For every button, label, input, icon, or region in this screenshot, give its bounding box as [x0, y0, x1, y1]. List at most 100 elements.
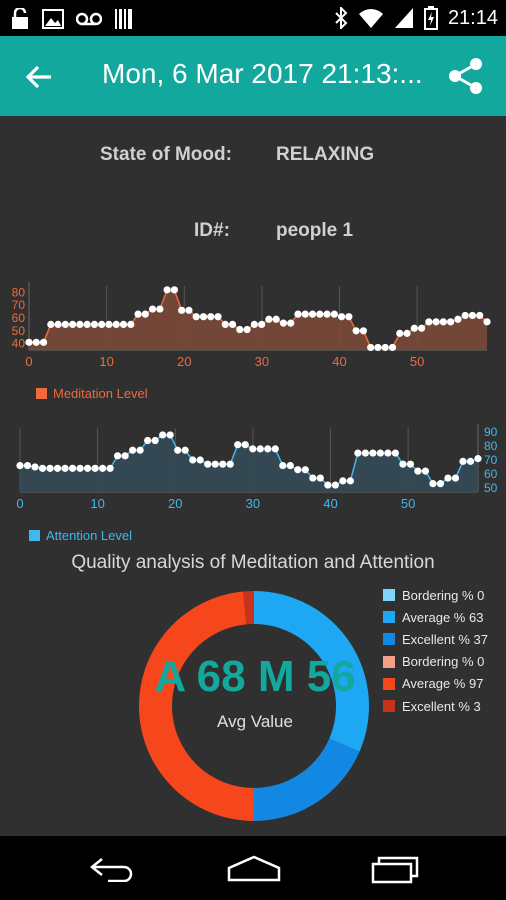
- attention-point: [31, 463, 39, 471]
- wifi-icon: [358, 9, 383, 28]
- meditation-point: [105, 320, 113, 328]
- attention-point: [23, 461, 32, 470]
- attention-point: [309, 474, 317, 482]
- home-nav-icon[interactable]: [226, 854, 282, 882]
- attention-point: [211, 460, 219, 468]
- meditation-point: [294, 310, 302, 318]
- id-label: ID#:: [194, 220, 230, 241]
- recents-nav-icon[interactable]: [370, 854, 420, 884]
- meditation-point: [54, 320, 62, 328]
- attention-point: [166, 431, 174, 439]
- mood-value: RELAXING: [276, 144, 375, 165]
- meditation-y-tick: 40: [12, 337, 26, 351]
- attention-x-tick: 0: [16, 496, 23, 511]
- meditation-point: [178, 306, 186, 314]
- meditation-point: [39, 338, 48, 346]
- donut-slice: [243, 591, 254, 625]
- legend-attention-excellent: Excellent % 37: [383, 628, 488, 650]
- attention-y-tick: 50: [484, 481, 498, 495]
- attention-point: [61, 464, 69, 472]
- attention-x-tick: 40: [323, 496, 337, 511]
- page-title: Mon, 6 Mar 2017 21:13:...: [102, 58, 422, 89]
- back-nav-icon[interactable]: [88, 856, 138, 882]
- attention-point: [204, 460, 212, 468]
- attention-point: [474, 455, 482, 463]
- attention-point: [324, 481, 332, 489]
- meditation-point: [98, 320, 106, 328]
- attention-point: [136, 446, 144, 454]
- navigation-bar: [0, 836, 506, 900]
- meditation-point: [279, 319, 288, 327]
- meditation-point: [25, 338, 33, 346]
- attention-y-tick: 80: [484, 439, 498, 453]
- meditation-point: [214, 313, 222, 321]
- attention-point: [436, 480, 445, 488]
- status-bar: 21:14: [0, 0, 506, 36]
- attention-x-tick: 20: [168, 496, 182, 511]
- meditation-point: [454, 315, 462, 323]
- attention-x-tick: 30: [246, 496, 260, 511]
- meditation-point: [396, 329, 404, 337]
- meditation-point: [388, 343, 397, 352]
- avg-value-label: Avg Value: [217, 712, 293, 731]
- meditation-point: [163, 286, 171, 294]
- meditation-point: [61, 320, 69, 328]
- attention-point: [106, 464, 114, 472]
- attention-point: [271, 445, 279, 453]
- meditation-legend: Meditation Level: [36, 386, 148, 401]
- meditation-line: [29, 289, 488, 349]
- attention-point: [256, 445, 264, 453]
- mood-label: State of Mood:: [100, 144, 232, 165]
- attention-point: [459, 457, 467, 465]
- bluetooth-icon: [335, 7, 348, 29]
- meditation-point: [417, 324, 426, 332]
- meditation-point: [156, 305, 164, 313]
- attention-area: [20, 434, 478, 492]
- attention-point: [181, 446, 189, 454]
- legend-meditation-average: Average % 97: [383, 673, 488, 695]
- meditation-area: [29, 289, 487, 350]
- attention-point: [391, 449, 400, 457]
- meditation-legend-swatch: [36, 388, 47, 399]
- attention-point: [361, 449, 369, 457]
- attention-point: [174, 446, 182, 454]
- legend-meditation-excellent: Excellent % 3: [383, 695, 488, 717]
- meditation-point: [287, 319, 295, 327]
- attention-point: [219, 460, 227, 468]
- attention-point: [376, 449, 384, 457]
- arrow-back-icon[interactable]: [24, 62, 54, 92]
- attention-point: [129, 446, 137, 454]
- meditation-point: [374, 343, 382, 352]
- legend-meditation-bordering: Bordering % 0: [383, 651, 488, 673]
- app-bar: Mon, 6 Mar 2017 21:13:...: [0, 36, 506, 116]
- meditation-point: [425, 318, 433, 326]
- meditation-point: [323, 310, 331, 318]
- voicemail-icon: [76, 12, 102, 26]
- meditation-point: [119, 320, 128, 328]
- meditation-x-tick: 50: [410, 354, 424, 369]
- attention-point: [279, 461, 287, 470]
- meditation-point: [192, 313, 200, 321]
- meditation-point: [112, 320, 120, 328]
- attention-point: [369, 449, 377, 457]
- id-value: people 1: [276, 220, 354, 241]
- meditation-point: [301, 310, 309, 318]
- attention-point: [451, 474, 460, 482]
- share-icon[interactable]: [446, 56, 486, 96]
- donut-slice: [254, 590, 370, 752]
- attention-legend-swatch: [29, 530, 40, 541]
- meditation-x-tick: 10: [99, 354, 113, 369]
- meditation-x-tick: 40: [332, 354, 346, 369]
- meditation-point: [185, 306, 193, 314]
- attention-legend: Attention Level: [29, 528, 132, 543]
- meditation-point: [69, 320, 77, 328]
- meditation-point: [76, 320, 84, 328]
- attention-point: [301, 466, 309, 474]
- attention-point: [406, 460, 415, 468]
- meditation-point: [272, 315, 280, 323]
- attention-point: [234, 441, 242, 449]
- meditation-x-tick: 0: [25, 354, 32, 369]
- meditation-point: [432, 318, 440, 326]
- avg-values-text: A 68 M 56: [154, 652, 356, 701]
